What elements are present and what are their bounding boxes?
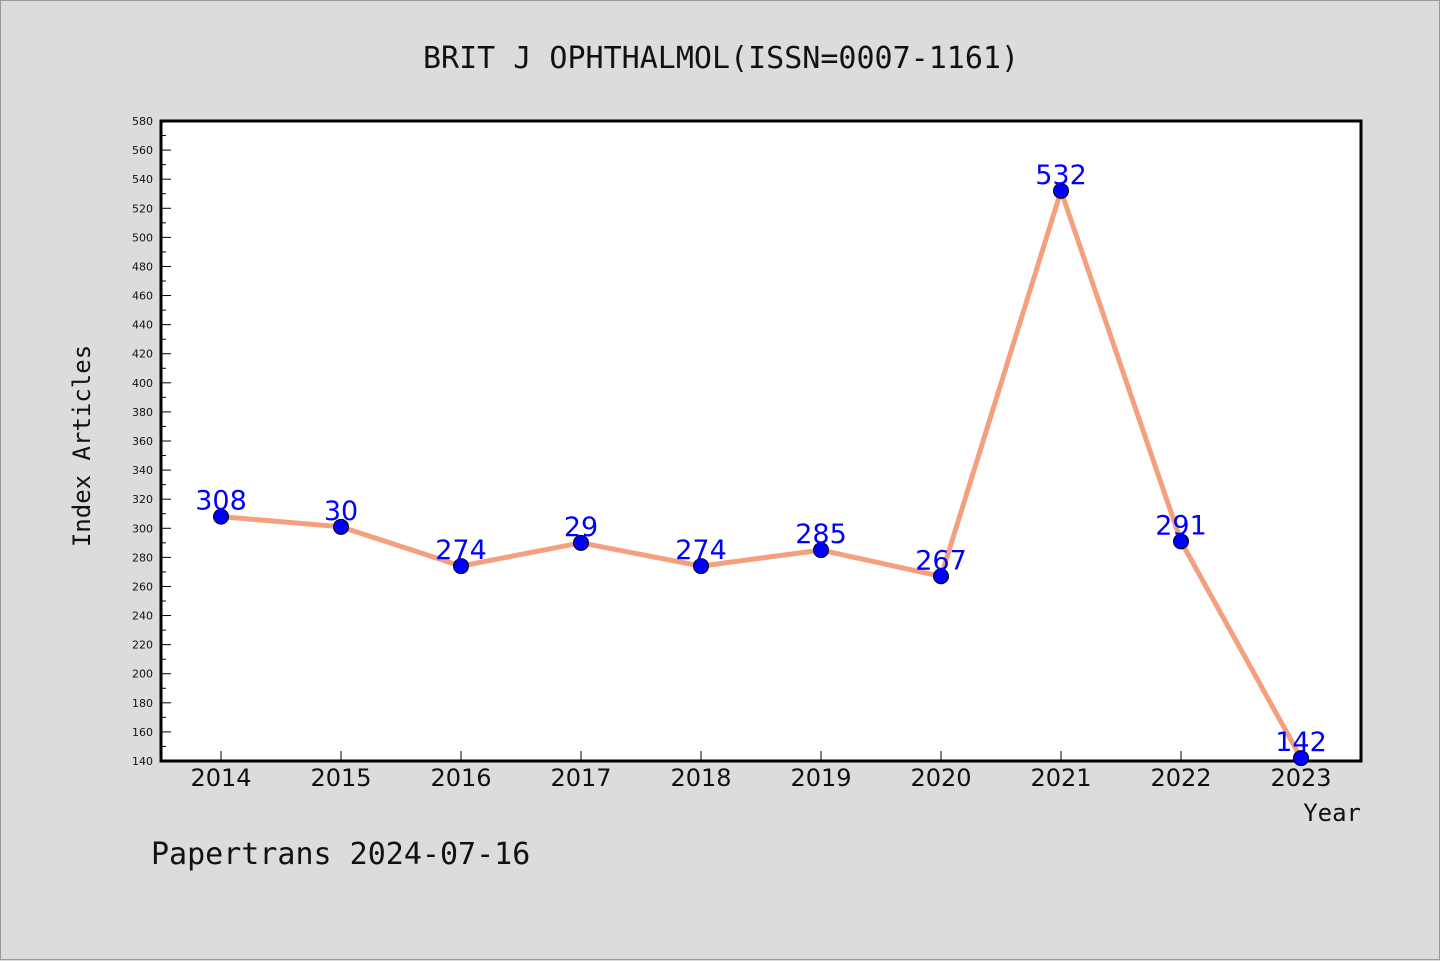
data-label: 142 <box>1275 727 1327 758</box>
x-tick-label: 2023 <box>1270 764 1331 792</box>
data-point-marker <box>573 534 589 551</box>
data-point-marker <box>693 558 709 575</box>
y-tick-label: 580 <box>132 115 153 128</box>
data-label: 267 <box>915 545 967 576</box>
x-tick-label: 2022 <box>1150 764 1211 792</box>
data-point-marker <box>1173 533 1189 550</box>
y-tick-label: 460 <box>132 290 153 303</box>
series-line <box>220 188 1304 760</box>
x-tick-label: 2016 <box>430 764 491 792</box>
y-tick-label: 420 <box>132 348 153 361</box>
y-tick-label: 340 <box>132 464 153 477</box>
y-tick-label: 440 <box>132 319 153 332</box>
x-tick-label: 2019 <box>790 764 851 792</box>
footer-text: Papertrans 2024-07-16 <box>151 837 530 872</box>
x-axis-label: Year <box>1303 799 1361 827</box>
chart-title: BRIT J OPHTHALMOL(ISSN=0007-1161) <box>423 41 1019 76</box>
x-axis-ticks: 2014 2015 2016 2017 2018 2019 2020 2021 2022 2023 <box>190 751 1332 792</box>
data-point-marker <box>333 518 349 535</box>
y-tick-label: 240 <box>132 610 153 623</box>
x-tick-label: 2014 <box>190 764 251 792</box>
data-labels: 308 30 274 29 274 285 267 532 291 142 <box>195 160 1327 758</box>
y-tick-label: 360 <box>132 435 153 448</box>
y-tick-label: 520 <box>132 202 153 215</box>
plot-area <box>159 119 1363 763</box>
x-tick-label: 2015 <box>310 764 371 792</box>
y-tick-label: 280 <box>132 551 153 564</box>
series-line-group <box>213 182 1309 767</box>
y-tick-label: 320 <box>132 493 153 506</box>
data-point-marker <box>213 508 229 525</box>
y-tick-label: 180 <box>132 697 153 710</box>
y-axis-label: Index Articles <box>68 345 96 547</box>
data-label: 285 <box>795 519 847 550</box>
y-tick-label: 400 <box>132 377 153 390</box>
data-point-marker <box>1053 182 1069 199</box>
y-tick-label: 300 <box>132 522 153 535</box>
data-label: 30 <box>324 496 358 527</box>
x-tick-label: 2021 <box>1030 764 1091 792</box>
y-tick-label: 500 <box>132 231 153 244</box>
data-point-marker <box>453 558 469 575</box>
x-tick-label: 2020 <box>910 764 971 792</box>
y-tick-label: 220 <box>132 639 153 652</box>
data-label: 29 <box>564 512 598 543</box>
y-tick-label: 260 <box>132 580 153 593</box>
y-tick-label: 200 <box>132 668 153 681</box>
data-point-marker <box>813 542 829 559</box>
y-tick-label: 160 <box>132 726 153 739</box>
data-label: 532 <box>1035 160 1087 191</box>
y-axis-ticks: 140 160 180 200 220 240 260 280 300 320 340 360 380 4… <box>132 115 171 768</box>
y-tick-label: 380 <box>132 406 153 419</box>
data-point-marker <box>1293 750 1309 767</box>
y-tick-label: 540 <box>132 173 153 186</box>
y-tick-label: 480 <box>132 260 153 273</box>
data-point-marker <box>933 568 949 585</box>
y-tick-label: 560 <box>132 144 153 157</box>
data-label: 274 <box>675 535 727 566</box>
data-label: 308 <box>195 486 247 517</box>
y-tick-label: 140 <box>132 755 153 768</box>
data-label: 291 <box>1155 510 1207 541</box>
x-tick-label: 2017 <box>550 764 611 792</box>
data-label: 274 <box>435 535 487 566</box>
x-tick-label: 2018 <box>670 764 731 792</box>
